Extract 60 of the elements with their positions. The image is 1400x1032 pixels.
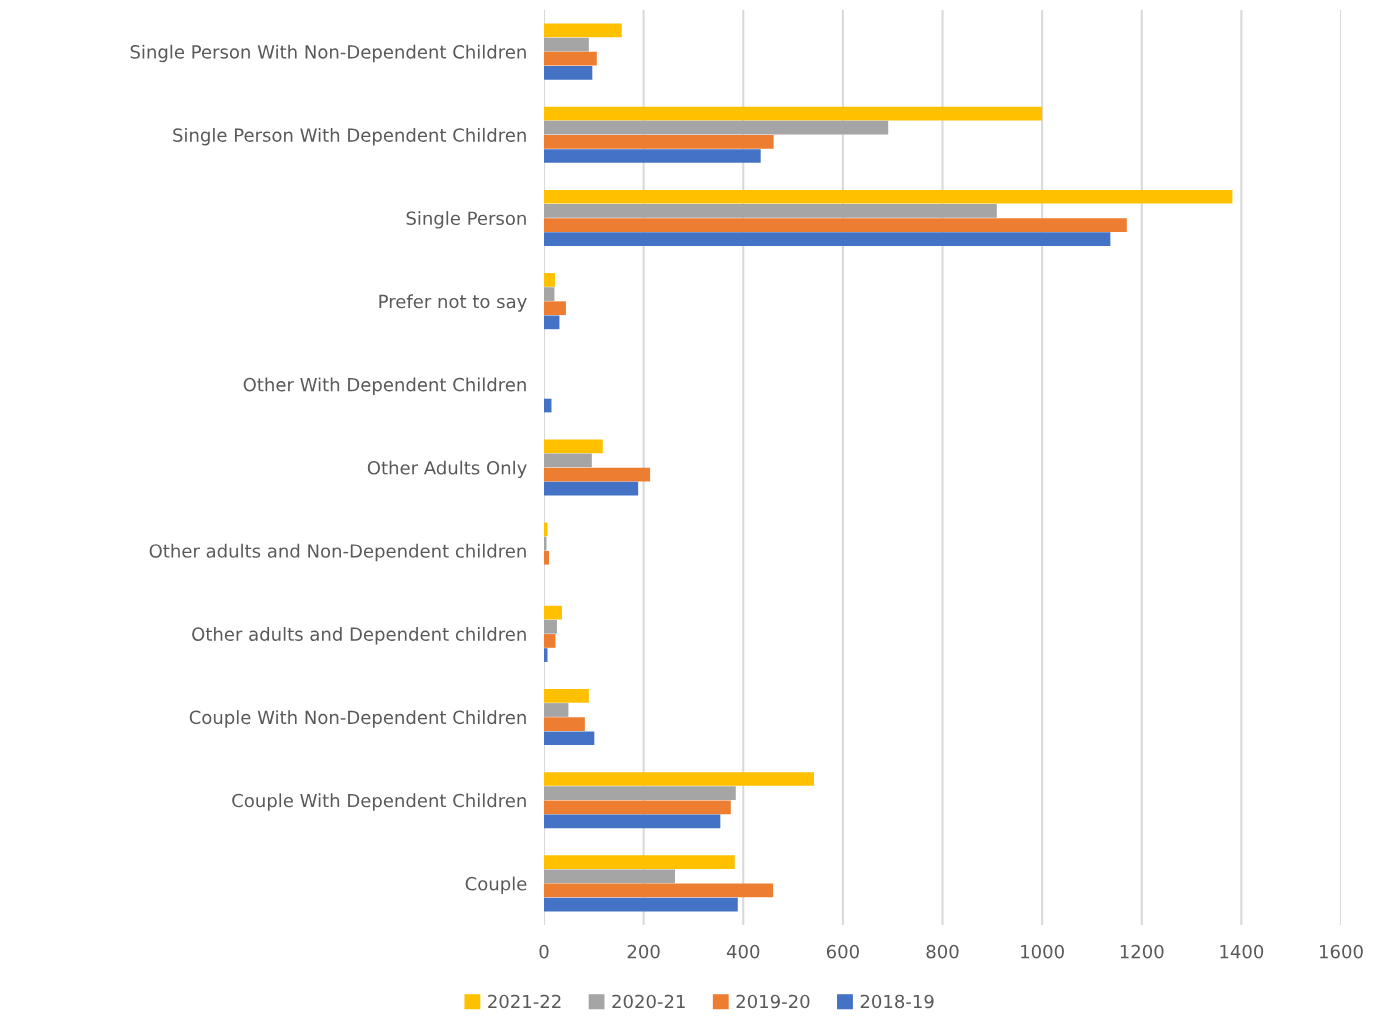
bar (544, 481, 639, 496)
x-tick-label: 1000 (1021, 944, 1064, 959)
bar (544, 467, 651, 482)
legend-label: 2020-21 (612, 994, 685, 1009)
y-tick-label: Single Person With Non-Dependent Children (130, 44, 526, 63)
bar (544, 189, 1233, 204)
y-tick-label: Other With Dependent Children (243, 377, 526, 395)
bar (544, 550, 549, 565)
bar (544, 688, 589, 703)
x-tick-label: 200 (627, 944, 660, 959)
x-tick-label: 400 (726, 944, 760, 959)
bar (544, 731, 595, 746)
bar (544, 703, 569, 717)
bar (544, 301, 566, 316)
bar (544, 315, 560, 330)
x-tick-label: 1400 (1220, 944, 1264, 959)
bar (544, 897, 738, 912)
bar (544, 439, 603, 454)
bar (544, 51, 597, 66)
y-tick-label: Prefer not to say (379, 294, 527, 312)
bar (544, 37, 589, 52)
bar (544, 717, 585, 731)
bar (544, 106, 1043, 121)
x-tick-label: 600 (826, 944, 859, 959)
bar (544, 883, 774, 898)
x-tick-label: 1200 (1120, 944, 1164, 959)
bar (544, 453, 592, 468)
legend-label: 2018-19 (860, 994, 934, 1009)
bar (544, 869, 676, 884)
x-tick-label: 1600 (1320, 944, 1363, 959)
bar (544, 855, 735, 870)
bar (544, 800, 731, 815)
bar (544, 814, 721, 829)
y-tick-label: Single Person With Dependent Children (173, 127, 526, 146)
bar (544, 786, 736, 801)
bar (544, 772, 814, 786)
bar (544, 204, 997, 218)
bar (544, 134, 774, 149)
x-tick-label: 800 (926, 944, 959, 959)
bar (544, 149, 761, 163)
bar (544, 273, 555, 287)
bar (544, 232, 1111, 247)
y-tick-label: Single Person (406, 211, 526, 229)
y-tick-label: Couple With Non-Dependent Children (189, 710, 526, 728)
x-tick-label: 0 (539, 944, 549, 959)
y-tick-label: Other Adults Only (367, 460, 527, 479)
bar (544, 619, 557, 634)
legend-label: 2021-22 (488, 994, 561, 1009)
bar (544, 218, 1127, 232)
y-tick-label: Other adults and Non-Dependent children (149, 543, 526, 562)
bar (544, 287, 555, 301)
bar (544, 65, 593, 80)
bar (544, 23, 622, 38)
bar (544, 634, 556, 648)
y-tick-label: Couple (465, 876, 527, 895)
legend-label: 2019-20 (736, 994, 810, 1009)
y-tick-label: Other adults and Dependent children (192, 627, 526, 645)
bar (544, 605, 562, 620)
y-tick-label: Couple With Dependent Children (232, 793, 526, 811)
bar (544, 120, 889, 135)
